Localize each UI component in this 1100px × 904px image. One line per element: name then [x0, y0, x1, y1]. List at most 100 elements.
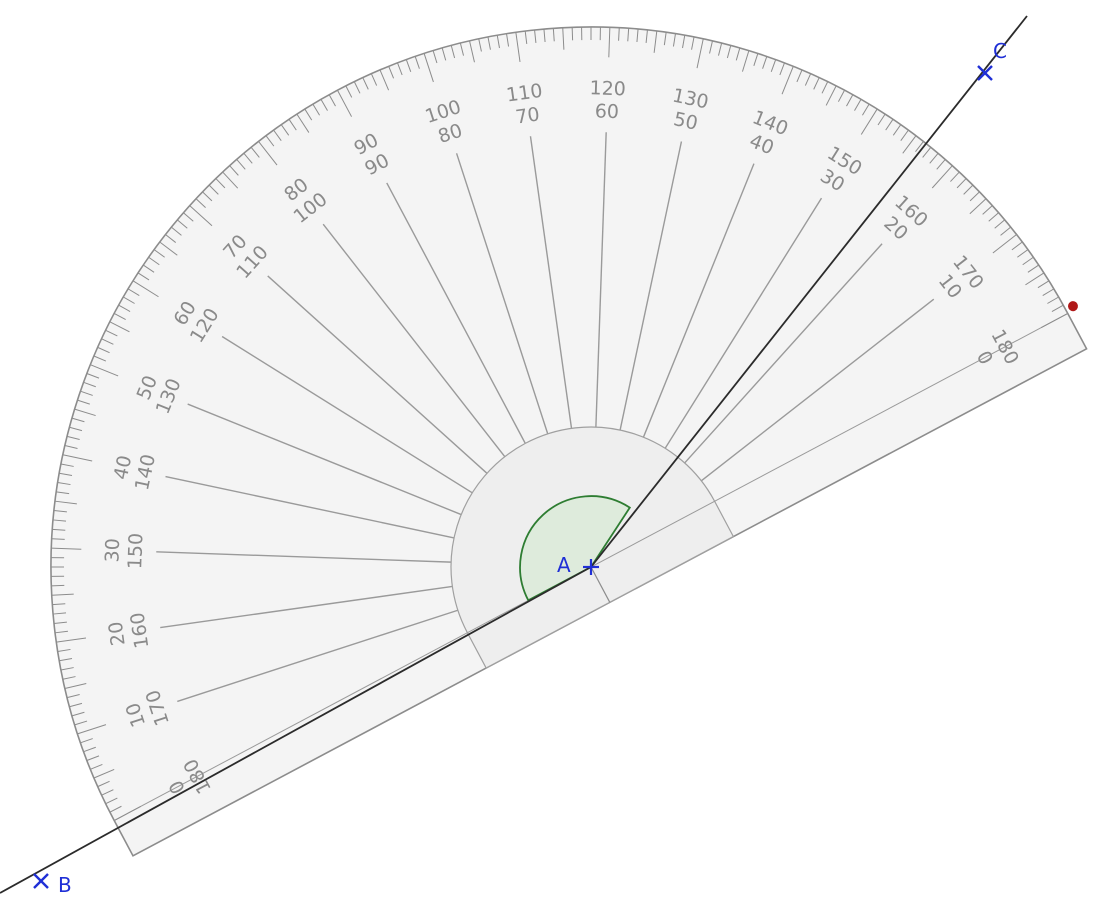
point-c-marker[interactable] — [977, 65, 993, 81]
degree-tick — [320, 99, 328, 111]
degree-tick — [762, 56, 768, 69]
degree-tick — [1011, 241, 1023, 251]
degree-tick — [69, 702, 83, 708]
degree-tick — [101, 789, 114, 796]
degree-tick — [936, 159, 946, 170]
degree-tick — [414, 56, 420, 69]
degree-tick — [83, 381, 96, 388]
degree-tick — [423, 53, 434, 83]
degree-tick — [709, 40, 713, 54]
degree-tick — [109, 321, 130, 333]
degree-tick — [861, 103, 870, 116]
degree-tick — [90, 364, 119, 377]
point-b-marker[interactable] — [33, 873, 49, 889]
point-a-marker[interactable] — [583, 559, 599, 575]
point-a-label: A — [557, 553, 571, 577]
degree-tick — [1022, 256, 1034, 266]
inner-scale-label: 50 — [672, 108, 700, 135]
radial-line — [322, 223, 506, 458]
degree-tick — [627, 28, 630, 42]
degree-tick — [726, 45, 732, 59]
degree-tick — [992, 234, 1017, 254]
degree-tick — [51, 538, 65, 540]
radial-line — [177, 609, 459, 703]
degree-tick — [97, 346, 110, 354]
degree-tick — [153, 249, 165, 258]
outer-scale-label: 20 — [105, 620, 130, 647]
degree-tick — [821, 81, 829, 94]
degree-tick — [280, 124, 290, 136]
degree-tick — [524, 30, 528, 44]
degree-tick — [682, 35, 686, 49]
degree-tick — [74, 408, 96, 417]
degree-tick — [57, 482, 71, 486]
degree-tick — [208, 184, 219, 195]
degree-tick — [1027, 264, 1039, 273]
rotate-handle[interactable] — [1066, 299, 1080, 313]
radial-line — [455, 153, 549, 435]
degree-tick — [77, 724, 107, 735]
degree-tick — [222, 171, 239, 189]
degree-tick — [105, 329, 118, 337]
degree-tick — [312, 103, 321, 116]
degree-tick — [80, 390, 93, 396]
degree-tick — [969, 198, 987, 215]
degree-tick — [113, 805, 141, 821]
inner-scale-label: 150 — [124, 533, 147, 570]
degree-tick — [60, 463, 74, 467]
degree-tick — [915, 141, 924, 153]
degree-tick — [1017, 249, 1029, 258]
degree-tick — [53, 621, 67, 624]
degree-tick — [892, 124, 902, 136]
degree-tick — [265, 135, 275, 147]
degree-tick — [1000, 226, 1011, 236]
degree-tick — [215, 178, 226, 189]
degree-tick — [478, 38, 482, 52]
ray-ac — [590, 15, 1028, 568]
degree-tick — [459, 42, 464, 56]
degree-tick — [57, 648, 71, 652]
degree-tick — [127, 288, 140, 297]
degree-tick — [62, 676, 76, 680]
degree-tick — [97, 780, 110, 788]
degree-tick — [562, 27, 565, 50]
degree-tick — [159, 241, 178, 256]
degree-tick — [931, 165, 953, 189]
degree-tick — [379, 69, 390, 91]
degree-tick — [52, 603, 66, 606]
outer-scale-label: 40 — [110, 453, 137, 481]
degree-tick — [796, 69, 803, 83]
radial-line — [221, 335, 473, 494]
degree-tick — [994, 219, 1005, 229]
degree-tick — [71, 711, 85, 717]
degree-tick — [143, 264, 155, 273]
degree-tick — [663, 32, 667, 46]
degree-tick — [69, 426, 83, 432]
degree-tick — [813, 77, 820, 90]
radial-line — [165, 475, 455, 539]
degree-tick — [250, 147, 260, 158]
radial-line — [160, 585, 453, 629]
degree-tick — [236, 159, 246, 170]
degree-tick — [77, 399, 90, 405]
degree-tick — [66, 694, 80, 699]
degree-tick — [770, 59, 777, 72]
degree-tick — [243, 153, 253, 164]
degree-tick — [113, 313, 126, 321]
radial-line — [664, 197, 823, 449]
degree-tick — [171, 226, 182, 236]
radial-line — [267, 275, 488, 474]
radial-line — [700, 298, 935, 482]
degree-tick — [696, 38, 704, 69]
degree-tick — [337, 89, 353, 117]
degree-tick — [195, 198, 206, 208]
degree-tick — [1025, 272, 1045, 286]
degree-tick — [304, 108, 313, 121]
degree-tick — [258, 141, 278, 166]
degree-tick — [1041, 313, 1069, 329]
degree-tick — [902, 135, 917, 154]
outer-scale-label: 120 — [589, 77, 626, 100]
degree-tick — [177, 219, 188, 229]
degree-tick — [273, 129, 282, 141]
